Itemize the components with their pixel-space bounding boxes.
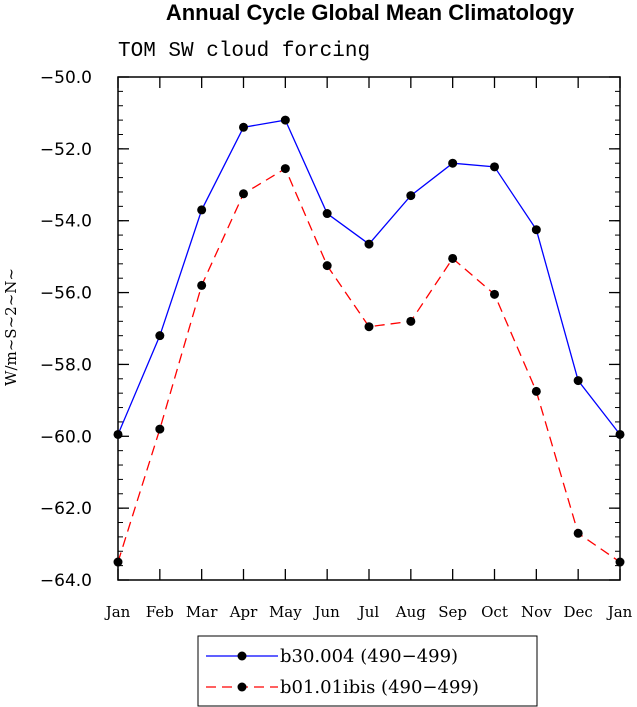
series-line bbox=[117, 119, 621, 435]
y-tick-label: −58.0 bbox=[40, 355, 92, 375]
y-tick-label: −50.0 bbox=[40, 68, 92, 88]
chart-subtitle: TOM SW cloud forcing bbox=[118, 40, 370, 63]
legend-marker bbox=[237, 651, 247, 661]
data-point bbox=[615, 429, 625, 439]
series-1 bbox=[113, 115, 625, 439]
data-point bbox=[155, 331, 165, 341]
x-tick-label: Oct bbox=[481, 603, 508, 621]
legend-box bbox=[197, 635, 538, 707]
data-point bbox=[573, 376, 583, 386]
data-point bbox=[531, 386, 541, 396]
x-tick-label: Apr bbox=[229, 603, 258, 621]
x-axis-ticks: Jan Feb Mar Apr May Jun Jul Aug Sep Oct Nov Dec Jan bbox=[104, 77, 633, 621]
data-point bbox=[322, 261, 332, 271]
series-line bbox=[117, 167, 621, 563]
legend-label: b01.01ibis (490−499) bbox=[280, 677, 479, 698]
x-tick-label: Nov bbox=[521, 603, 552, 621]
y-axis-ticks: −50.0 −52.0 −54.0 −56.0 −58.0 −60.0 −62.0 −64.0 bbox=[40, 68, 620, 591]
x-tick-label: Sep bbox=[438, 603, 467, 621]
data-point bbox=[197, 205, 207, 215]
y-tick-label: −60.0 bbox=[40, 427, 92, 447]
y-tick-label: −64.0 bbox=[40, 571, 92, 591]
data-point bbox=[406, 191, 416, 201]
x-tick-label: Jan bbox=[104, 603, 131, 621]
x-tick-label: Mar bbox=[186, 603, 218, 621]
y-tick-label: −62.0 bbox=[40, 499, 92, 519]
data-point bbox=[280, 115, 290, 125]
x-tick-label: Jul bbox=[357, 603, 380, 621]
x-tick-label: May bbox=[269, 603, 302, 621]
legend-item: b30.004 (490−499) bbox=[206, 646, 458, 667]
x-tick-label: Dec bbox=[564, 603, 593, 621]
data-point bbox=[364, 239, 374, 249]
data-point bbox=[448, 158, 458, 168]
data-point bbox=[364, 322, 374, 332]
x-tick-label: Aug bbox=[395, 603, 426, 621]
data-point bbox=[448, 253, 458, 263]
x-tick-label: Feb bbox=[146, 603, 174, 621]
x-tick-label: Jan bbox=[606, 603, 633, 621]
x-tick-label: Jun bbox=[312, 603, 340, 621]
data-point bbox=[406, 316, 416, 326]
data-point bbox=[239, 122, 248, 132]
series-layer bbox=[113, 115, 625, 567]
data-point bbox=[615, 557, 625, 567]
chart-title: Annual Cycle Global Mean Climatology bbox=[166, 0, 575, 25]
data-point bbox=[113, 557, 123, 567]
series-2 bbox=[113, 164, 625, 567]
data-point bbox=[113, 429, 123, 439]
data-point bbox=[490, 162, 499, 172]
data-point bbox=[573, 528, 583, 538]
legend-item: b01.01ibis (490−499) bbox=[206, 677, 479, 698]
y-axis-label: W/m~S~2~N~ bbox=[2, 268, 20, 386]
data-point bbox=[197, 280, 207, 290]
data-point bbox=[280, 164, 290, 174]
data-point bbox=[490, 289, 499, 299]
data-point bbox=[531, 225, 541, 235]
data-point bbox=[239, 189, 248, 199]
legend: b30.004 (490−499) b01.01ibis (490−499) bbox=[197, 635, 538, 707]
legend-label: b30.004 (490−499) bbox=[280, 646, 458, 667]
data-point bbox=[322, 209, 332, 219]
legend-marker bbox=[237, 682, 247, 692]
data-point bbox=[155, 424, 165, 434]
y-tick-label: −54.0 bbox=[40, 212, 92, 232]
y-tick-label: −52.0 bbox=[40, 140, 92, 160]
y-tick-label: −56.0 bbox=[40, 284, 92, 304]
